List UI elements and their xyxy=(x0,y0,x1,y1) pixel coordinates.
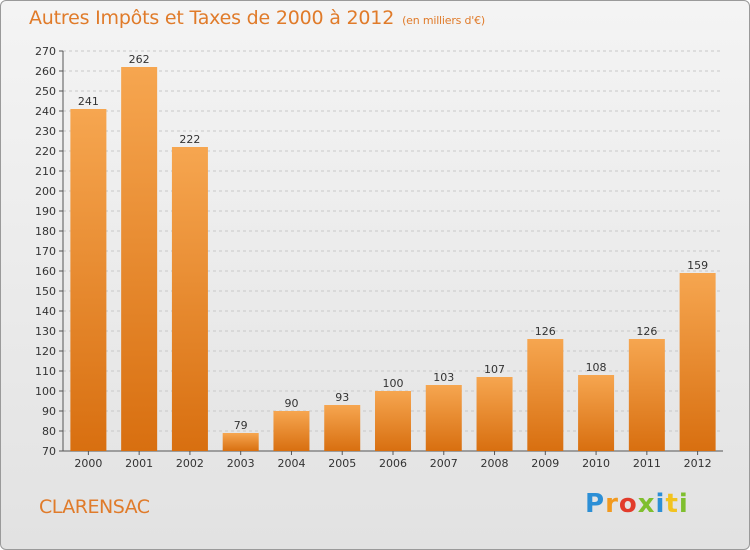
logo-letter: P xyxy=(585,489,606,519)
y-tick-label: 210 xyxy=(35,165,56,178)
logo-letter: r xyxy=(605,489,619,519)
x-tick-label: 2007 xyxy=(430,457,458,470)
data-label: 107 xyxy=(484,363,505,376)
proxiti-logo[interactable]: Proxiti xyxy=(585,489,689,519)
commune-name: CLARENSAC xyxy=(39,496,150,518)
bar xyxy=(425,385,462,451)
chart-title-text: Autres Impôts et Taxes de 2000 à 2012 xyxy=(29,7,395,29)
logo-letter: i xyxy=(678,489,689,519)
x-tick-label: 2002 xyxy=(176,457,204,470)
logo-letter: t xyxy=(665,489,679,519)
y-tick-label: 130 xyxy=(35,325,56,338)
bar xyxy=(578,375,615,451)
y-tick-label: 70 xyxy=(42,445,56,458)
data-label: 159 xyxy=(687,259,708,272)
y-tick-label: 240 xyxy=(35,105,56,118)
y-tick-label: 180 xyxy=(35,225,56,238)
data-label: 93 xyxy=(335,391,349,404)
bar xyxy=(679,273,716,451)
bar xyxy=(324,405,361,451)
x-tick-label: 2006 xyxy=(379,457,407,470)
y-tick-label: 150 xyxy=(35,285,56,298)
data-label: 126 xyxy=(636,325,657,338)
data-label: 103 xyxy=(433,371,454,384)
x-tick-label: 2000 xyxy=(74,457,102,470)
y-tick-label: 270 xyxy=(35,45,56,58)
y-tick-label: 160 xyxy=(35,265,56,278)
chart-title: Autres Impôts et Taxes de 2000 à 2012 (en… xyxy=(29,7,485,29)
data-label: 100 xyxy=(383,377,404,390)
y-tick-label: 90 xyxy=(42,405,56,418)
x-tick-label: 2010 xyxy=(582,457,610,470)
x-tick-label: 2005 xyxy=(328,457,356,470)
x-tick-label: 2001 xyxy=(125,457,153,470)
y-tick-label: 200 xyxy=(35,185,56,198)
x-tick-label: 2012 xyxy=(684,457,712,470)
bar xyxy=(527,339,564,451)
data-label: 241 xyxy=(78,95,99,108)
data-label: 79 xyxy=(234,419,248,432)
y-tick-label: 250 xyxy=(35,85,56,98)
y-tick-label: 80 xyxy=(42,425,56,438)
x-tick-label: 2011 xyxy=(633,457,661,470)
y-tick-label: 110 xyxy=(35,365,56,378)
bar xyxy=(375,391,411,451)
logo-letter: x xyxy=(637,489,656,519)
data-label: 262 xyxy=(129,53,150,66)
bar xyxy=(70,109,107,451)
bar xyxy=(476,377,513,451)
bar xyxy=(273,411,310,451)
chart-subtitle: (en milliers d'€) xyxy=(402,14,485,27)
x-tick-label: 2003 xyxy=(227,457,255,470)
data-label: 222 xyxy=(179,133,200,146)
y-tick-label: 120 xyxy=(35,345,56,358)
bar xyxy=(121,67,158,451)
logo-letter: o xyxy=(618,489,638,519)
y-tick-label: 230 xyxy=(35,125,56,138)
y-tick-label: 220 xyxy=(35,145,56,158)
y-tick-label: 170 xyxy=(35,245,56,258)
y-tick-label: 100 xyxy=(35,385,56,398)
y-tick-label: 140 xyxy=(35,305,56,318)
data-label: 108 xyxy=(586,361,607,374)
bar xyxy=(171,147,208,451)
bar xyxy=(222,433,259,451)
x-tick-label: 2008 xyxy=(481,457,509,470)
data-label: 126 xyxy=(535,325,556,338)
y-tick-label: 260 xyxy=(35,65,56,78)
data-label: 90 xyxy=(284,397,298,410)
x-tick-label: 2004 xyxy=(277,457,305,470)
bar xyxy=(628,339,665,451)
x-tick-label: 2009 xyxy=(531,457,559,470)
logo-letter: i xyxy=(655,489,666,519)
y-tick-label: 190 xyxy=(35,205,56,218)
